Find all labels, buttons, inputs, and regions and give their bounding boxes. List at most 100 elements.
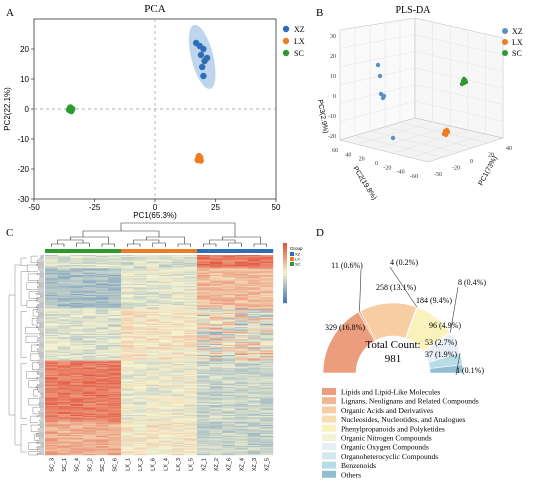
heatmap-cell xyxy=(171,317,185,319)
heatmap-cell xyxy=(45,267,58,269)
heatmap-cell xyxy=(171,432,185,435)
heatmap-cell xyxy=(146,335,160,337)
heatmap-cell xyxy=(133,263,147,266)
heatmap-cell xyxy=(70,309,84,311)
heatmap-cell xyxy=(197,265,210,267)
heatmap-cell xyxy=(247,392,261,395)
heatmap-cell xyxy=(57,295,71,297)
pca-legend-marker-xz xyxy=(282,25,290,33)
heatmap-cell xyxy=(247,427,261,429)
heatmap-cell xyxy=(184,451,198,453)
heatmap-cell xyxy=(57,271,71,273)
heatmap-cell xyxy=(108,349,122,351)
heatmap-cell xyxy=(121,432,134,435)
heatmap-cell xyxy=(159,270,172,272)
heatmap-cell xyxy=(121,433,134,436)
heatmap-cell xyxy=(235,412,248,415)
heatmap-cell xyxy=(83,339,96,341)
heatmap-cell xyxy=(222,291,236,293)
heatmap-cell xyxy=(171,410,185,412)
heatmap-cell xyxy=(70,347,84,349)
heatmap-cell xyxy=(133,291,147,293)
heatmap-cell xyxy=(260,382,274,385)
dendrogram-branch xyxy=(20,257,27,266)
donut-legend-swatch xyxy=(322,434,336,441)
heatmap-cell xyxy=(197,406,210,408)
heatmap-cell xyxy=(95,328,109,330)
heatmap-cell xyxy=(209,315,223,317)
heatmap-cell xyxy=(133,258,147,260)
heatmap-cell xyxy=(108,452,122,455)
pca-ytick-label: -20 xyxy=(17,165,29,174)
heatmap-cell xyxy=(222,411,236,413)
heatmap-cell xyxy=(260,301,274,303)
heatmap-cell xyxy=(133,359,147,361)
heatmap-cell xyxy=(83,321,96,323)
heatmap-cell xyxy=(209,263,223,266)
heatmap-cell xyxy=(184,272,198,275)
heatmap-cell xyxy=(260,287,274,289)
heatmap-cell xyxy=(260,348,274,350)
heatmap-cell xyxy=(159,276,172,278)
heatmap-cell xyxy=(108,325,122,327)
heatmap-cell xyxy=(197,347,210,349)
heatmap-cell xyxy=(121,390,134,392)
heatmap-cell xyxy=(260,340,274,342)
heatmap-cell xyxy=(247,433,261,436)
heatmap-cell xyxy=(159,258,172,260)
heatmap-cell xyxy=(57,321,71,323)
heatmap-cell xyxy=(146,283,160,286)
heatmap-cell xyxy=(184,296,198,298)
dendrogram-branch xyxy=(133,239,160,244)
heatmap-cell xyxy=(146,425,160,427)
heatmap-cell xyxy=(70,369,84,371)
heatmap-cell xyxy=(247,387,261,389)
dendrogram-branch xyxy=(26,300,38,308)
heatmap-cell xyxy=(209,368,223,370)
heatmap-cell xyxy=(260,448,274,450)
heatmap-cell xyxy=(222,290,236,292)
heatmap-cell xyxy=(133,379,147,381)
heatmap-cell xyxy=(133,400,147,402)
heatmap-cell xyxy=(209,452,223,455)
heatmap-cell xyxy=(209,370,223,372)
heatmap-cell xyxy=(209,391,223,393)
heatmap-cell xyxy=(209,435,223,437)
heatmap-cell xyxy=(70,360,84,362)
heatmap-cell xyxy=(197,339,210,341)
heatmap-cell xyxy=(45,311,58,313)
heatmap-cell xyxy=(45,445,58,447)
heatmap-cell xyxy=(247,410,261,412)
heatmap-cell xyxy=(83,400,96,402)
heatmap-cell xyxy=(83,358,96,360)
heatmap-cell xyxy=(184,369,198,371)
heatmap-cell xyxy=(197,271,210,273)
heatmap-cell xyxy=(197,323,210,326)
heatmap-cell xyxy=(235,413,248,416)
heatmap-cell xyxy=(45,401,58,403)
heatmap-cell xyxy=(159,366,172,368)
heatmap-cell xyxy=(108,410,122,412)
heatmap-cell xyxy=(159,439,172,441)
heatmap-cell xyxy=(197,398,210,400)
heatmap-cell xyxy=(235,389,248,391)
heatmap-cell xyxy=(209,361,223,363)
heatmap-cell xyxy=(146,321,160,323)
heatmap-cell xyxy=(95,257,109,259)
heatmap-cell xyxy=(171,291,185,293)
heatmap-cell xyxy=(235,449,248,451)
heatmap-cell xyxy=(83,333,96,336)
heatmap-cell xyxy=(159,345,172,347)
heatmap-cell xyxy=(197,390,210,392)
heatmap-cell xyxy=(260,365,274,367)
heatmap-cell xyxy=(57,397,71,399)
heatmap-cell xyxy=(235,268,248,270)
heatmap-cell xyxy=(121,343,134,346)
heatmap-cell xyxy=(222,445,236,447)
dendrogram-branch xyxy=(38,430,44,433)
heatmap-cell xyxy=(133,418,147,420)
pca-legend-marker-lx xyxy=(282,37,290,45)
heatmap-cell xyxy=(171,451,185,453)
heatmap-cell xyxy=(146,296,160,298)
heatmap-cell xyxy=(247,419,261,421)
